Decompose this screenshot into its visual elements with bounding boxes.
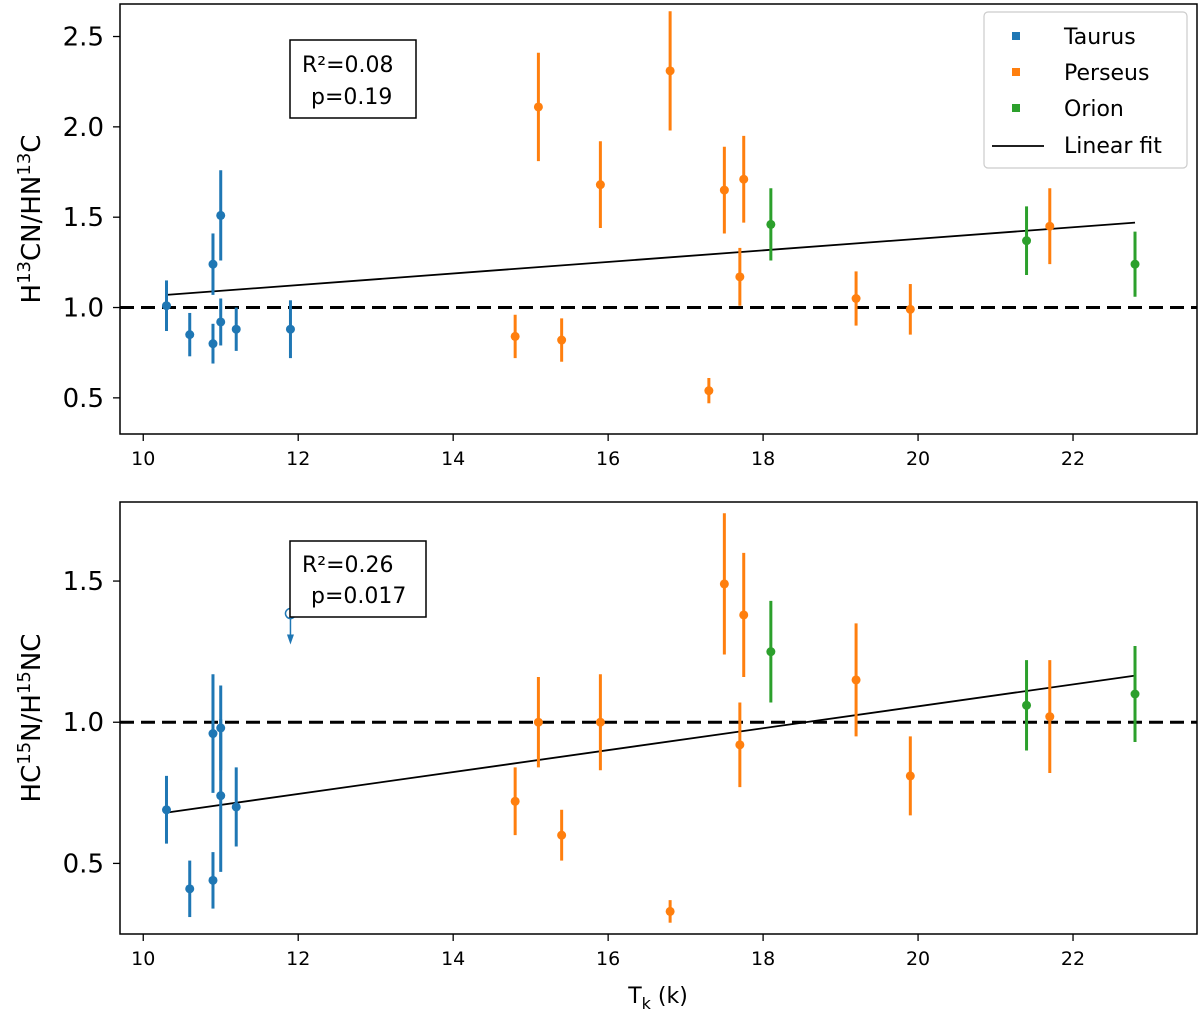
top-point-orion bbox=[1022, 236, 1032, 246]
legend: Taurus Perseus Orion Linear fit bbox=[983, 11, 1188, 169]
bottom-x-tick-label: 12 bbox=[286, 948, 310, 970]
bottom-point-orion bbox=[766, 647, 776, 657]
top-x-tick-label: 14 bbox=[441, 448, 465, 470]
bottom-y-axis-label: HC15N/H15NC bbox=[14, 634, 47, 803]
bottom-point-orion bbox=[1130, 689, 1140, 699]
top-x-tick-label: 18 bbox=[751, 448, 775, 470]
top-point-perseus bbox=[557, 335, 567, 345]
top-point-taurus bbox=[208, 339, 218, 349]
bottom-point-perseus bbox=[1045, 712, 1055, 722]
bottom-point-perseus bbox=[851, 675, 861, 685]
top-point-perseus bbox=[533, 102, 543, 112]
top-panel: 10 12 14 16 18 20 22 0.5 1.0 1.5 2.0 2.5 H13CN/HN1… bbox=[14, 3, 1198, 470]
bottom-point-perseus bbox=[905, 771, 915, 781]
top-x-tick-label: 10 bbox=[131, 448, 155, 470]
bottom-y-tick-label: 1.0 bbox=[63, 708, 104, 738]
x-axis-label: Tk (k) bbox=[627, 984, 688, 1013]
top-point-taurus bbox=[216, 317, 226, 327]
top-x-tick-label: 12 bbox=[286, 448, 310, 470]
bottom-x-tick-label: 18 bbox=[751, 948, 775, 970]
bottom-plot-frame bbox=[119, 501, 1198, 935]
top-point-taurus bbox=[161, 301, 171, 311]
bottom-point-taurus bbox=[208, 875, 218, 885]
top-point-taurus bbox=[216, 210, 226, 220]
top-p-value: p=0.19 bbox=[311, 85, 392, 110]
bottom-panel: 10 12 14 16 18 20 22 0.5 1.0 1.5 HC15N/H15NC Tk … bbox=[14, 501, 1198, 1013]
bottom-x-tick-label: 14 bbox=[441, 948, 465, 970]
bottom-p-value: p=0.017 bbox=[311, 584, 406, 609]
bottom-y-tick-label: 0.5 bbox=[63, 849, 104, 879]
top-point-taurus bbox=[285, 324, 295, 334]
top-point-perseus bbox=[665, 66, 675, 76]
top-point-perseus bbox=[735, 272, 745, 282]
top-point-orion bbox=[766, 219, 776, 229]
bottom-point-perseus bbox=[719, 579, 729, 589]
legend-label-taurus: Taurus bbox=[1063, 25, 1136, 50]
top-fit-line bbox=[166, 221, 1136, 296]
bottom-upper-limit-arrowhead bbox=[286, 634, 294, 645]
top-point-taurus bbox=[185, 330, 195, 340]
bottom-point-perseus bbox=[665, 906, 675, 916]
top-r-squared: R²=0.08 bbox=[302, 53, 394, 78]
top-x-tick-label: 22 bbox=[1061, 448, 1085, 470]
top-point-perseus bbox=[719, 185, 729, 195]
bottom-point-taurus bbox=[216, 791, 226, 801]
bottom-fit-line bbox=[166, 674, 1136, 814]
top-point-perseus bbox=[704, 386, 714, 396]
top-y-tick-label: 0.5 bbox=[63, 384, 104, 414]
bottom-point-perseus bbox=[510, 796, 520, 806]
bottom-point-orion bbox=[1022, 700, 1032, 710]
bottom-point-taurus bbox=[208, 729, 218, 739]
bottom-y-tick-label: 1.5 bbox=[63, 567, 104, 597]
top-x-tick-label: 20 bbox=[906, 448, 930, 470]
bottom-r-squared: R²=0.26 bbox=[302, 553, 394, 578]
top-point-perseus bbox=[595, 180, 605, 190]
top-plot-frame bbox=[119, 3, 1198, 435]
legend-marker-perseus bbox=[1012, 68, 1020, 76]
bottom-x-tick-label: 20 bbox=[906, 948, 930, 970]
bottom-point-perseus bbox=[735, 740, 745, 750]
legend-label-orion: Orion bbox=[1064, 97, 1124, 122]
top-stats-box: R²=0.08 p=0.19 bbox=[289, 39, 417, 119]
top-y-tick-label: 1.0 bbox=[63, 294, 104, 324]
top-point-orion bbox=[1130, 259, 1140, 269]
bottom-stats-box: R²=0.26 p=0.017 bbox=[289, 540, 427, 618]
top-point-perseus bbox=[851, 293, 861, 303]
top-y-axis-label: H13CN/HN13C bbox=[14, 135, 47, 304]
top-y-tick-label: 1.5 bbox=[63, 203, 104, 233]
bottom-x-tick-label: 10 bbox=[131, 948, 155, 970]
bottom-point-perseus bbox=[595, 717, 605, 727]
top-y-tick-label: 2.5 bbox=[63, 23, 104, 53]
top-point-perseus bbox=[510, 331, 520, 341]
bottom-point-perseus bbox=[533, 717, 543, 727]
top-x-tick-label: 16 bbox=[596, 448, 620, 470]
bottom-point-taurus bbox=[185, 884, 195, 894]
legend-marker-orion bbox=[1012, 104, 1020, 112]
top-point-perseus bbox=[1045, 221, 1055, 231]
bottom-point-taurus bbox=[161, 805, 171, 815]
bottom-x-tick-label: 16 bbox=[596, 948, 620, 970]
legend-label-fit: Linear fit bbox=[1064, 134, 1162, 159]
bottom-point-taurus bbox=[231, 802, 241, 812]
bottom-point-perseus bbox=[557, 830, 567, 840]
legend-marker-taurus bbox=[1012, 32, 1020, 40]
top-y-tick-label: 2.0 bbox=[63, 113, 104, 143]
legend-label-perseus: Perseus bbox=[1064, 61, 1149, 86]
top-point-perseus bbox=[739, 174, 749, 184]
bottom-point-perseus bbox=[739, 610, 749, 620]
top-point-taurus bbox=[231, 324, 241, 334]
bottom-x-tick-label: 22 bbox=[1061, 948, 1085, 970]
top-point-perseus bbox=[905, 304, 915, 314]
top-point-taurus bbox=[208, 259, 218, 269]
